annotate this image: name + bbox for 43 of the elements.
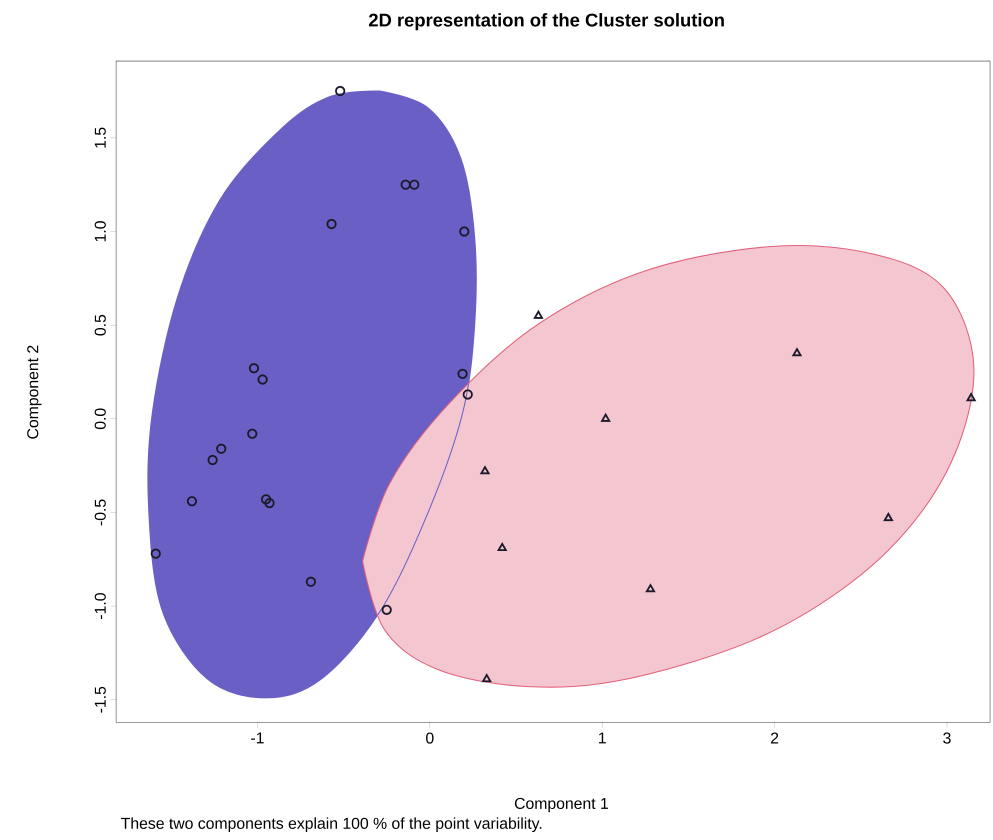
point [482, 674, 492, 682]
x-tick-label: -1 [251, 732, 264, 744]
point [260, 494, 272, 504]
text: These two components explain 100 % of the point variability. [121, 817, 542, 832]
point [462, 389, 473, 400]
y-tick-label: -1.0 [94, 592, 106, 619]
point [247, 428, 258, 439]
y-axis-title: Component 2 [27, 345, 42, 438]
point [884, 512, 893, 521]
y-tick-label: 0.5 [94, 314, 106, 336]
y-tick-label: 1.0 [94, 220, 106, 242]
chart-title: 2D representation of the Cluster solution [368, 12, 724, 30]
y-tick-label: -1.5 [94, 686, 106, 712]
point [186, 496, 198, 506]
y-tick-label: 0.0 [94, 408, 106, 429]
point [601, 413, 610, 422]
point [498, 542, 507, 551]
point [306, 576, 316, 587]
point [335, 86, 346, 96]
y-tick-label: 1.5 [94, 127, 106, 148]
point [326, 218, 337, 229]
point [264, 498, 275, 508]
point [459, 226, 470, 236]
x-axis-title: Component 1 [514, 798, 608, 812]
point [646, 584, 656, 592]
point [216, 443, 226, 454]
point [457, 368, 468, 379]
x-tick-label: 0 [426, 732, 434, 744]
x-tick-label: 1 [599, 732, 606, 744]
point [409, 179, 420, 190]
point [150, 548, 161, 559]
point [966, 392, 976, 402]
point [207, 454, 218, 465]
point [382, 604, 392, 615]
point [534, 310, 543, 319]
x-tick-label: 3 [943, 732, 951, 744]
point [248, 362, 260, 374]
point [257, 374, 268, 384]
point [400, 179, 411, 190]
point [792, 348, 802, 356]
x-tick-label: 2 [770, 732, 778, 744]
y-tick-label: -0.5 [94, 499, 106, 526]
point [480, 466, 490, 474]
